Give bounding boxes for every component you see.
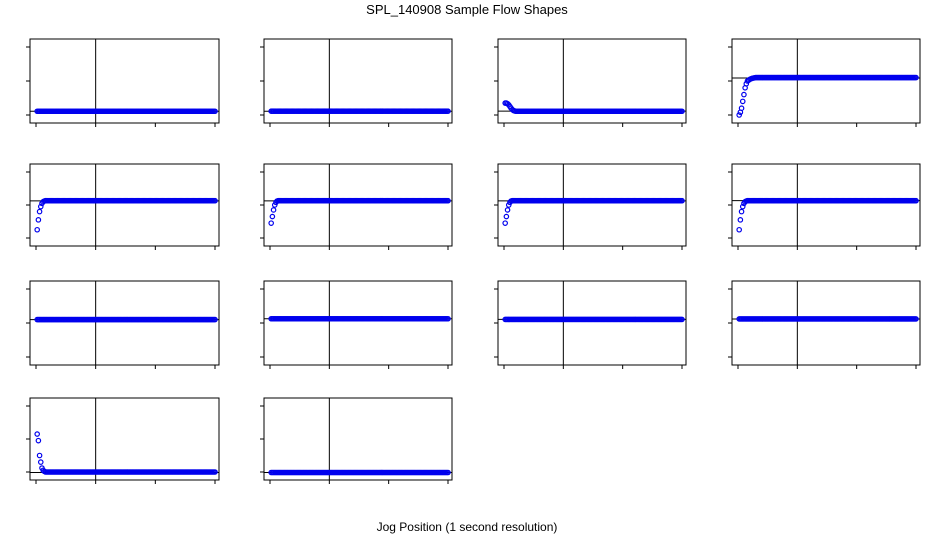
data-point bbox=[445, 197, 451, 204]
data-point bbox=[679, 108, 685, 115]
data-point bbox=[504, 207, 511, 213]
panel-5 bbox=[26, 163, 220, 250]
panel-frame bbox=[731, 38, 921, 124]
data-point bbox=[37, 459, 44, 465]
data-point bbox=[736, 112, 742, 118]
panel-frame bbox=[731, 280, 921, 366]
data-point bbox=[503, 213, 510, 220]
data-point bbox=[502, 220, 508, 226]
data-point bbox=[741, 91, 747, 98]
data-point bbox=[212, 108, 218, 115]
data-point bbox=[913, 74, 919, 81]
data-point bbox=[212, 197, 218, 204]
data-point bbox=[736, 226, 742, 233]
data-point bbox=[270, 207, 277, 213]
data-point bbox=[913, 197, 919, 204]
data-point bbox=[505, 202, 512, 208]
data-point bbox=[913, 316, 919, 322]
data-point bbox=[445, 469, 451, 476]
data-point bbox=[739, 98, 746, 105]
panel-11 bbox=[494, 280, 687, 369]
panel-10 bbox=[260, 280, 453, 369]
panel-frame bbox=[497, 280, 687, 366]
panel-7 bbox=[494, 163, 687, 250]
data-point bbox=[36, 208, 43, 215]
panel-4 bbox=[728, 38, 921, 127]
panel-1 bbox=[26, 38, 220, 127]
panel-frame bbox=[263, 280, 453, 366]
data-point bbox=[34, 226, 40, 233]
data-point bbox=[738, 105, 745, 112]
panel-frame bbox=[29, 280, 220, 366]
data-point bbox=[269, 213, 276, 220]
data-point bbox=[737, 217, 744, 223]
data-point bbox=[35, 217, 42, 223]
panel-9 bbox=[26, 280, 220, 369]
panel-frame bbox=[263, 397, 453, 481]
data-point bbox=[445, 108, 451, 114]
data-point bbox=[268, 220, 274, 226]
data-point bbox=[212, 316, 218, 323]
panel-3 bbox=[494, 38, 687, 127]
data-point bbox=[37, 203, 44, 210]
figure-title: SPL_140908 Sample Flow Shapes bbox=[366, 2, 568, 17]
panel-14 bbox=[260, 397, 453, 484]
data-point bbox=[35, 437, 42, 444]
data-point bbox=[679, 316, 685, 323]
panel-12 bbox=[728, 280, 921, 369]
panel-2 bbox=[260, 38, 453, 127]
panel-frame bbox=[497, 163, 687, 247]
data-point bbox=[739, 203, 746, 210]
panel-frame bbox=[263, 163, 453, 247]
x-axis-label: Jog Position (1 second resolution) bbox=[377, 520, 558, 534]
panel-frame bbox=[29, 397, 220, 481]
data-point bbox=[36, 452, 43, 459]
panel-13 bbox=[26, 397, 220, 484]
data-point bbox=[34, 431, 40, 437]
panel-frame bbox=[731, 163, 921, 247]
panel-6 bbox=[260, 163, 453, 250]
data-point bbox=[212, 469, 218, 475]
data-point bbox=[738, 208, 745, 215]
data-point bbox=[445, 315, 451, 322]
panel-8 bbox=[728, 163, 921, 250]
panels bbox=[26, 38, 921, 484]
data-point bbox=[271, 202, 278, 208]
panel-frame bbox=[29, 163, 220, 247]
data-point bbox=[679, 197, 685, 204]
